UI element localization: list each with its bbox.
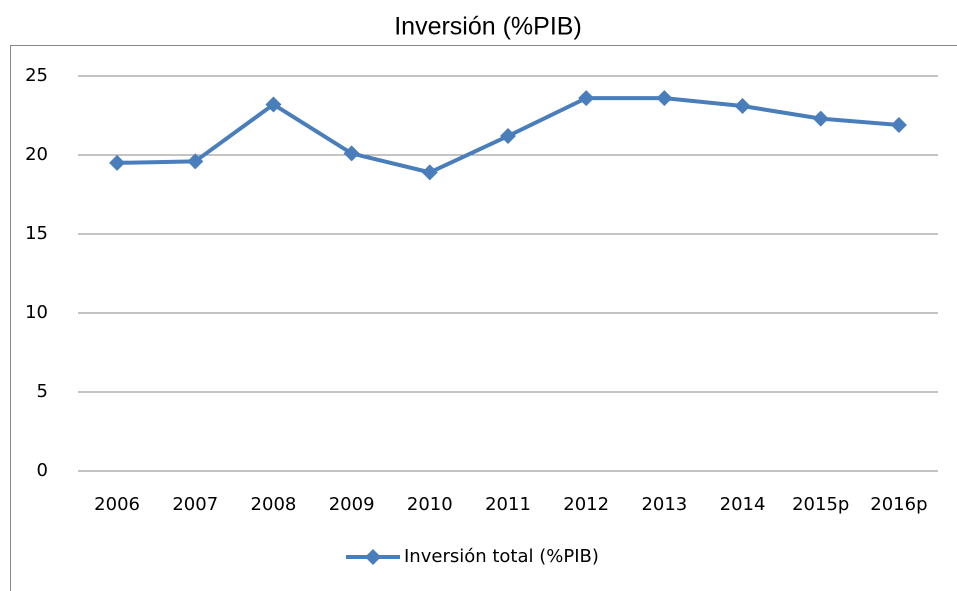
chart-title: Inversión (%PIB) <box>394 13 582 41</box>
point-marker <box>109 154 126 171</box>
x-tick-label: 2013 <box>641 494 687 515</box>
y-tick-label: 25 <box>25 65 48 86</box>
x-tick-label: 2014 <box>720 494 766 515</box>
point-marker <box>187 153 204 170</box>
y-tick-label: 10 <box>25 302 48 323</box>
x-tick-label: 2011 <box>485 494 531 515</box>
point-marker <box>812 110 829 127</box>
x-tick-label: 2016p <box>870 494 927 515</box>
x-tick-label: 2007 <box>172 494 218 515</box>
x-tick-label: 2009 <box>329 494 375 515</box>
y-tick-label: 20 <box>25 144 48 165</box>
x-tick-label: 2012 <box>563 494 609 515</box>
point-marker <box>734 98 751 115</box>
chart-border <box>10 45 957 591</box>
point-marker <box>343 145 360 162</box>
x-tick-label: 2015p <box>792 494 849 515</box>
x-tick-label: 2006 <box>94 494 140 515</box>
legend-label: Inversión total (%PIB) <box>404 546 599 567</box>
point-marker <box>578 90 595 107</box>
point-marker <box>656 90 673 107</box>
point-marker <box>421 164 438 181</box>
y-tick-label: 5 <box>37 381 48 402</box>
x-tick-label: 2008 <box>251 494 297 515</box>
x-tick-label: 2010 <box>407 494 453 515</box>
y-tick-label: 15 <box>25 223 48 244</box>
y-tick-label: 0 <box>37 460 48 481</box>
point-marker <box>500 128 516 145</box>
point-marker <box>265 96 282 113</box>
point-marker <box>890 116 907 133</box>
legend-marker <box>365 549 381 565</box>
